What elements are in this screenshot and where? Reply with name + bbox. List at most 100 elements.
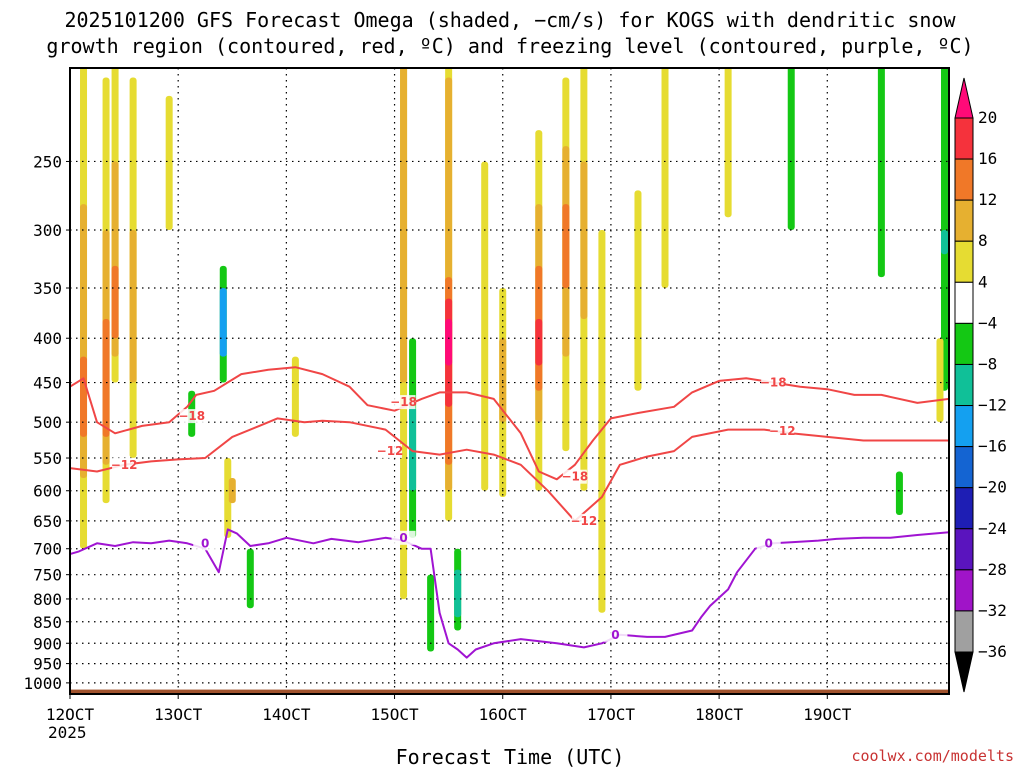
omega-cell [129,230,137,383]
colorbar-bin [954,487,974,530]
contour-label-bg [391,395,416,410]
x-tick-label: 17OCT [587,705,636,724]
colorbar-label: −4 [978,313,997,332]
omega-cell [940,230,948,255]
x-tick-label: 16OCT [479,705,528,724]
temperature-contours: −18 −18 −18 −18 −12 −12 −12 −12 0 0 0 0 [70,366,949,659]
colorbar-label: −8 [978,354,997,373]
omega-cell [409,406,417,491]
y-tick-label: 950 [33,655,62,674]
omega-cell [80,356,88,437]
contour-label-bg [391,530,416,545]
omega-cell [102,318,110,437]
colorbar-bin [954,322,974,365]
chart-title-line-1: 2025101200 GFS Forecast Omega (shaded, −… [64,8,956,32]
contour-label-bg [761,375,786,390]
omega-cell [535,318,543,366]
colorbar-top-arrow [954,77,974,119]
colorbar-bin [954,158,974,201]
contour-label-bg [756,536,781,551]
contour-label: −18 [760,376,787,390]
y-tick-label: 750 [33,566,62,585]
y-tick-label: 550 [33,449,62,468]
y-tick-label: 900 [33,634,62,653]
chart-title-line-2: growth region (contoured, red, ºC) and f… [46,34,973,58]
y-tick-label: 250 [33,152,62,171]
x-tick-label: 14OCT [262,705,311,724]
y-tick-label: 350 [33,279,62,298]
y-tick-label: 600 [33,482,62,501]
colorbar-label: −32 [978,601,1007,620]
colorbar-label: −36 [978,642,1007,661]
y-tick-label: 450 [33,374,62,393]
colorbar-bin [954,446,974,489]
colorbar-label: 4 [978,272,988,291]
contour-label-bg [112,457,137,472]
contour-label: −18 [178,409,205,423]
omega-shading [80,68,948,652]
omega-cell [877,68,885,278]
omega-cell [936,338,944,423]
contour-line [70,417,949,522]
colorbar-bin [954,569,974,612]
grid-lines [69,68,949,694]
omega-cell [291,356,299,437]
colorbar-bin [954,117,974,160]
omega-cell [661,68,669,289]
contour-label-bg [378,444,403,459]
contour-label: −18 [561,470,588,484]
omega-cell [724,68,732,218]
contour-label: 0 [765,536,773,550]
y-tick-label: 300 [33,221,62,240]
y-tick-label: 700 [33,540,62,559]
x-axis-label: Forecast Time (UTC) [396,745,625,768]
omega-cell [481,161,489,491]
contour-label: 0 [201,536,209,550]
colorbar-label: −12 [978,396,1007,415]
plot-area: −18 −18 −18 −18 −12 −12 −12 −12 0 0 0 0 [69,67,950,695]
omega-cell [598,230,606,613]
colorbar-bin [954,363,974,407]
y-tick-label: 1000 [23,674,62,693]
omega-cell [562,204,570,289]
colorbar-bin [954,610,974,653]
contour-label: −12 [111,458,138,472]
y-tick-label: 800 [33,590,62,609]
colorbar-label: −20 [978,478,1007,497]
omega-cell [224,458,232,538]
y-axis-pressure: 250 300 350 400 450 500 550 600 650 700 750 800 850 9… [23,152,70,693]
contour-label: −12 [570,514,597,528]
colorbar-bin [954,199,974,242]
contour-label: 0 [611,628,619,642]
y-tick-label: 650 [33,512,62,531]
colorbar-bottom-arrow [954,651,974,693]
colorbar-label: −24 [978,519,1007,538]
colorbar-label: −28 [978,560,1007,579]
x-tick-label: 18OCT [695,705,744,724]
contour-label-bg [603,627,628,642]
colorbar-bin [954,240,974,283]
omega-cell [400,68,408,383]
contour-label-bg [562,469,587,484]
y-tick-label: 400 [33,329,62,348]
surface-ground [70,689,949,694]
omega-cell [219,288,227,357]
colorbar-label: 20 [978,108,997,127]
colorbar-bin [954,281,974,324]
colorbar: 20 16 12 8 4 −4 −8 −12 −16 −20 −24 −28 −32 −36 [954,77,1007,693]
colorbar-label: 8 [978,231,988,250]
omega-cell [445,318,453,366]
contour-label: −12 [769,424,796,438]
y-tick-label: 500 [33,413,62,432]
omega-cell [246,548,254,609]
omega-cell [165,95,173,231]
colorbar-bin [954,528,974,571]
credit-text: coolwx.com/modelts [851,747,1014,765]
contour-label-bg [179,409,204,424]
omega-cell [580,161,588,319]
y-tick-label: 850 [33,613,62,632]
omega-cell [111,265,119,339]
contour-label-bg [770,424,795,439]
x-tick-label: 13OCT [154,705,203,724]
